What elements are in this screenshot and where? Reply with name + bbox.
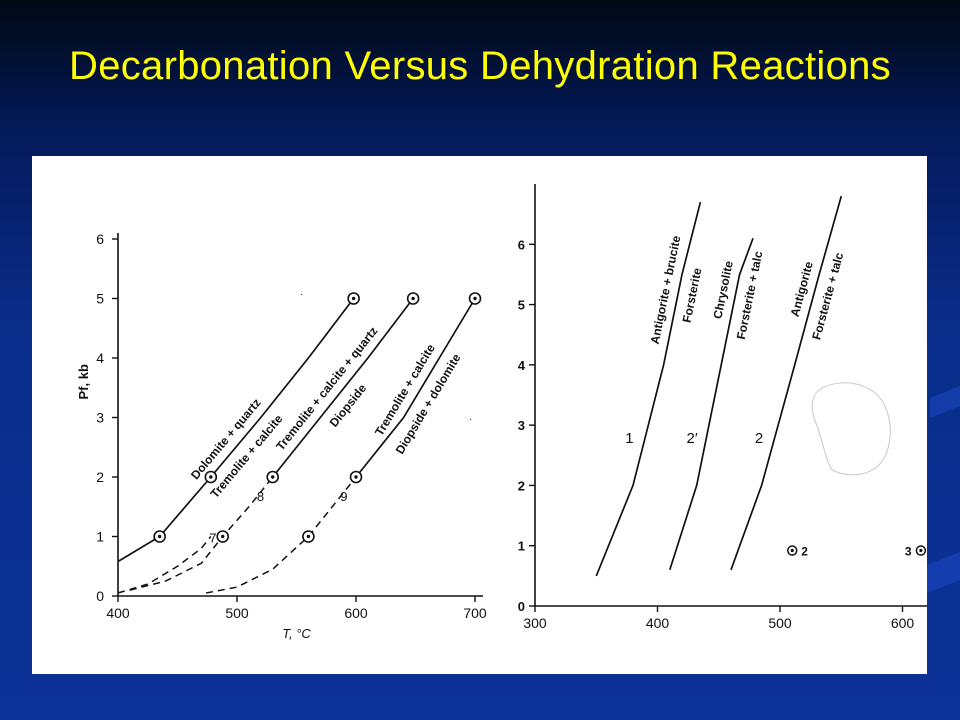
y-tick-label: 1 [518, 539, 525, 554]
experiment-point-center [354, 475, 358, 479]
reaction-curve-2 [730, 195, 843, 571]
curve-number-label: 2 [755, 430, 763, 447]
experiment-point-center [790, 548, 794, 553]
experiment-label: 2 [801, 545, 808, 559]
curve-number-label: 7 [209, 530, 216, 545]
x-axis-label: T, °C [282, 626, 311, 641]
stray-mark: · [469, 414, 472, 425]
x-tick-label: 600 [344, 605, 368, 621]
experiment-point-center [306, 534, 311, 539]
stray-mark: · [300, 289, 303, 300]
y-tick-label: 3 [518, 418, 525, 433]
y-tick-label: 4 [518, 358, 526, 373]
reaction-curve-1 [595, 201, 702, 577]
experiment-point-center [157, 534, 162, 539]
y-tick-label: 2 [96, 469, 104, 485]
y-tick-label: 5 [96, 291, 104, 307]
curve-number-label: 1 [625, 430, 633, 447]
x-tick-label: 500 [225, 605, 249, 621]
y-tick-label: 2 [518, 478, 525, 493]
reaction-curve-8 [272, 297, 414, 478]
curve-number-label: 9 [340, 489, 347, 504]
background-stripe [930, 381, 960, 419]
y-tick-label: 0 [96, 588, 104, 604]
y-tick-label: 0 [518, 599, 525, 614]
y-axis-label: Pf, kb [76, 364, 91, 399]
curve-number-label: 8 [257, 489, 264, 504]
reaction-curve-7 [117, 297, 355, 563]
curve-lower-label: Forsterite + talc [734, 250, 766, 341]
experiment-point-center [209, 475, 213, 479]
curve-upper-label: Antigorite [788, 260, 816, 319]
y-tick-label: 5 [518, 298, 525, 313]
reaction-curve-9 [355, 298, 476, 478]
curve-number-label: 2′ [687, 430, 698, 447]
x-tick-label: 700 [463, 605, 487, 621]
slide-title: Decarbonation Versus Dehydration Reactio… [69, 44, 891, 88]
figure-panel: 400 500 600 700 0 1 2 3 4 5 6 T, °C Pf, kb Dolomite +… [32, 156, 927, 674]
curve-lower-label: Forsterite [680, 266, 705, 323]
x-tick-label: 600 [891, 615, 915, 631]
reaction-curve-dashed-8 [129, 476, 274, 591]
y-tick-label: 6 [96, 231, 104, 247]
experiment-point-center [473, 296, 477, 301]
y-tick-label: 1 [96, 529, 104, 545]
reaction-curve-dashed-9 [205, 476, 357, 594]
sketch-outline [811, 382, 891, 476]
reaction-curve-dashed-7 [117, 536, 212, 594]
reaction-curve-2′ [668, 238, 754, 571]
x-tick-label: 400 [646, 615, 670, 631]
x-tick-label: 500 [768, 615, 792, 631]
experiment-point-center [221, 534, 225, 539]
experiment-point-center [271, 475, 275, 479]
experiment-point-center [411, 296, 415, 301]
x-tick-label: 300 [523, 615, 547, 631]
y-tick-label: 3 [96, 410, 104, 426]
experiment-label: 3 [905, 545, 912, 559]
x-tick-label: 400 [106, 605, 130, 621]
y-tick-label: 6 [518, 237, 525, 252]
y-tick-label: 4 [96, 350, 104, 366]
experiment-point-center [351, 296, 356, 301]
experiment-point-center [919, 548, 923, 553]
